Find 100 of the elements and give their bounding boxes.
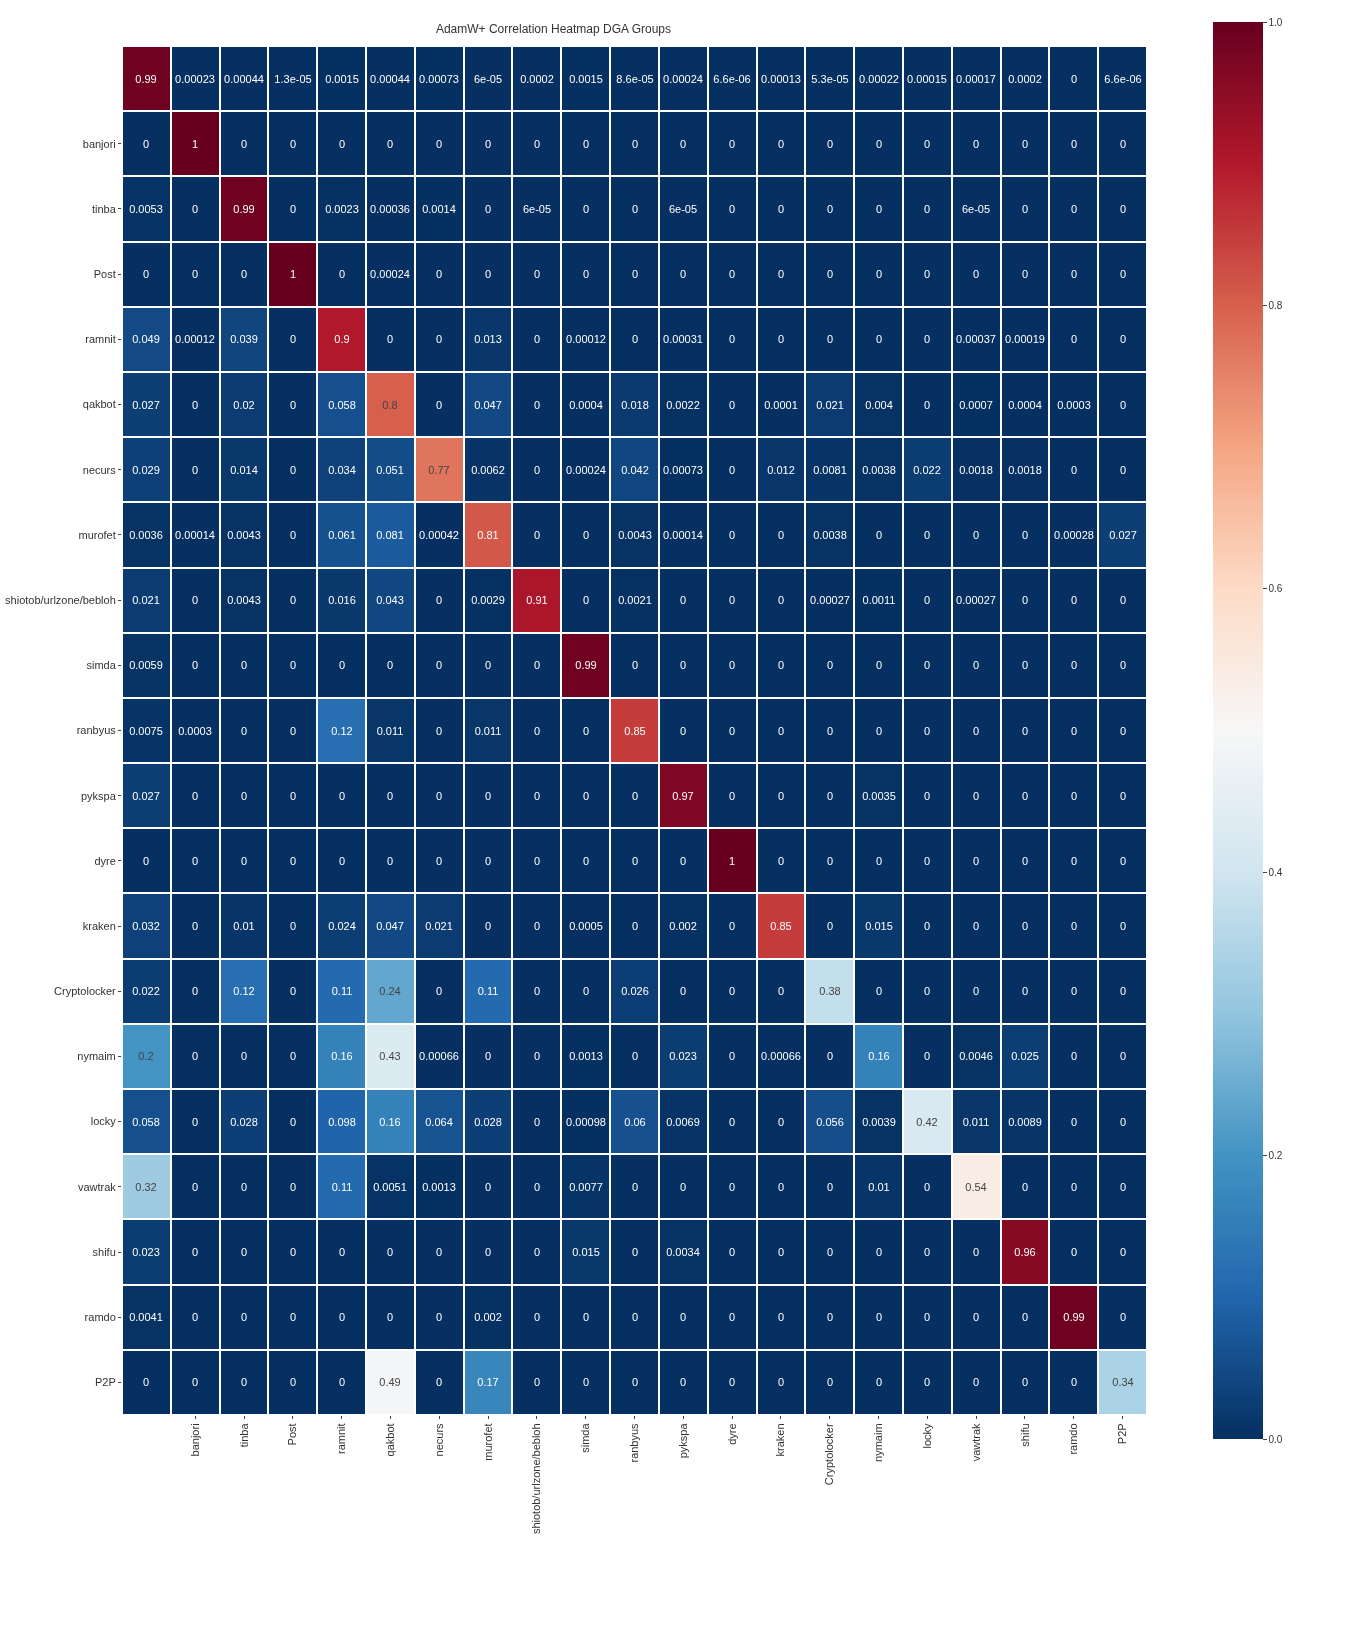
data-label: 0 <box>972 1375 980 1388</box>
x-tick-label: pykspa <box>676 1422 689 1459</box>
data-label: 0 <box>1021 724 1029 737</box>
data-label: 0 <box>777 593 785 606</box>
data-label: 0 <box>826 854 834 867</box>
data-label: 6e-05 <box>522 202 552 215</box>
data-label: 0.004 <box>865 398 893 411</box>
data-label: 0.0043 <box>227 528 261 541</box>
data-label: 0 <box>533 984 541 997</box>
data-label: 0 <box>484 658 492 671</box>
data-label: 0 <box>191 854 199 867</box>
data-label: 0 <box>923 658 931 671</box>
data-label: 0 <box>533 1310 541 1323</box>
data-label: 0 <box>240 789 248 802</box>
data-label: 0 <box>1070 919 1078 932</box>
data-label: 0 <box>435 593 443 606</box>
data-label: 0.0005 <box>569 919 603 932</box>
data-label: 0.0075 <box>129 724 163 737</box>
data-label: 0 <box>533 1375 541 1388</box>
data-label: 0.00027 <box>810 593 850 606</box>
data-label: 0 <box>338 137 346 150</box>
data-label: 0.0011 <box>862 593 896 606</box>
data-label: 0 <box>289 528 297 541</box>
data-label: 0 <box>484 137 492 150</box>
data-label: 0 <box>240 137 248 150</box>
data-label: 0 <box>875 528 883 541</box>
data-label: 0.99 <box>135 72 157 85</box>
data-label: 0 <box>338 1375 346 1388</box>
data-label: 0.0038 <box>813 528 847 541</box>
y-tick-label: Post <box>93 268 116 281</box>
data-label: 0 <box>923 854 931 867</box>
data-label: 0.11 <box>331 1180 353 1193</box>
data-label: 0 <box>923 984 931 997</box>
data-label: 0 <box>435 267 443 280</box>
data-label: 6.6e-06 <box>1104 72 1142 85</box>
y-tick-label: pykspa <box>80 789 117 802</box>
data-label: 0.024 <box>328 919 356 932</box>
y-tick-label: qakbot <box>82 398 116 411</box>
data-label: 0 <box>338 1245 346 1258</box>
data-label: 0 <box>1119 919 1127 932</box>
data-label: 0.022 <box>913 463 941 476</box>
data-label: 0 <box>289 984 297 997</box>
data-label: 0 <box>1119 593 1127 606</box>
data-label: 0.9 <box>334 332 350 345</box>
data-label: 0 <box>923 1180 931 1193</box>
x-tick-label: shifu <box>1018 1423 1031 1447</box>
data-label: 0 <box>386 332 394 345</box>
data-label: 0.01 <box>868 1180 890 1193</box>
data-label: 0.24 <box>379 984 401 997</box>
data-label: 0 <box>240 1180 248 1193</box>
data-label: 0 <box>679 658 687 671</box>
y-tick-label: Cryptolocker <box>54 985 117 998</box>
data-label: 0 <box>191 984 199 997</box>
data-label: 0.00066 <box>419 1049 459 1062</box>
data-label: 0 <box>923 137 931 150</box>
data-label: 0 <box>533 854 541 867</box>
data-label: 0 <box>1021 1180 1029 1193</box>
data-label: 0.0051 <box>373 1180 407 1193</box>
data-label: 0.77 <box>428 463 450 476</box>
data-label: 0 <box>582 724 590 737</box>
data-label: 0 <box>240 267 248 280</box>
data-label: 0.002 <box>669 919 697 932</box>
data-label: 0 <box>386 137 394 150</box>
data-label: 0.12 <box>233 984 255 997</box>
data-label: 0 <box>777 789 785 802</box>
data-label: 0 <box>484 202 492 215</box>
data-label: 0.00014 <box>663 528 703 541</box>
color-bar-label: 1.0 <box>1268 16 1283 28</box>
data-label: 0 <box>240 658 248 671</box>
data-label: 0.056 <box>816 1115 844 1128</box>
data-label: 0 <box>484 789 492 802</box>
data-label: 0 <box>826 1180 834 1193</box>
data-label: 0 <box>582 137 590 150</box>
data-label: 0.023 <box>132 1245 160 1258</box>
color-bar-label: 0.0 <box>1268 1433 1283 1445</box>
data-label: 0 <box>1070 984 1078 997</box>
y-tick-label: shifu <box>92 1245 116 1258</box>
x-tick-label: tinba <box>237 1422 250 1448</box>
data-label: 0.039 <box>230 332 258 345</box>
x-tick-label: locky <box>920 1422 933 1449</box>
data-label: 0 <box>826 137 834 150</box>
data-label: 0 <box>191 593 199 606</box>
data-label: 0 <box>533 789 541 802</box>
data-label: 0.00044 <box>370 72 410 85</box>
data-label: 0.0013 <box>422 1180 456 1193</box>
data-label: 0 <box>923 202 931 215</box>
data-label: 0 <box>875 658 883 671</box>
data-label: 0.91 <box>526 593 548 606</box>
data-label: 0 <box>289 658 297 671</box>
data-label: 0 <box>1070 463 1078 476</box>
data-label: 0 <box>631 789 639 802</box>
data-label: 0 <box>972 984 980 997</box>
y-tick-label: tinba <box>91 202 117 215</box>
data-label: 0.0003 <box>178 724 212 737</box>
data-label: 0.043 <box>376 593 404 606</box>
data-label: 0.8 <box>382 398 398 411</box>
data-label: 0.00012 <box>566 332 606 345</box>
data-label: 0 <box>386 789 394 802</box>
data-label: 0 <box>289 1310 297 1323</box>
data-label: 0.16 <box>379 1115 401 1128</box>
